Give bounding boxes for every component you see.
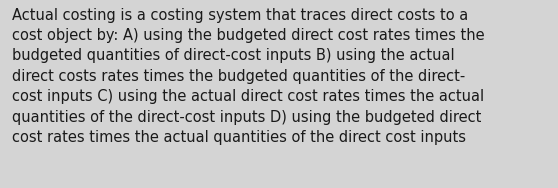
Text: Actual costing is a costing system that traces direct costs to a
cost object by:: Actual costing is a costing system that …	[12, 8, 485, 145]
